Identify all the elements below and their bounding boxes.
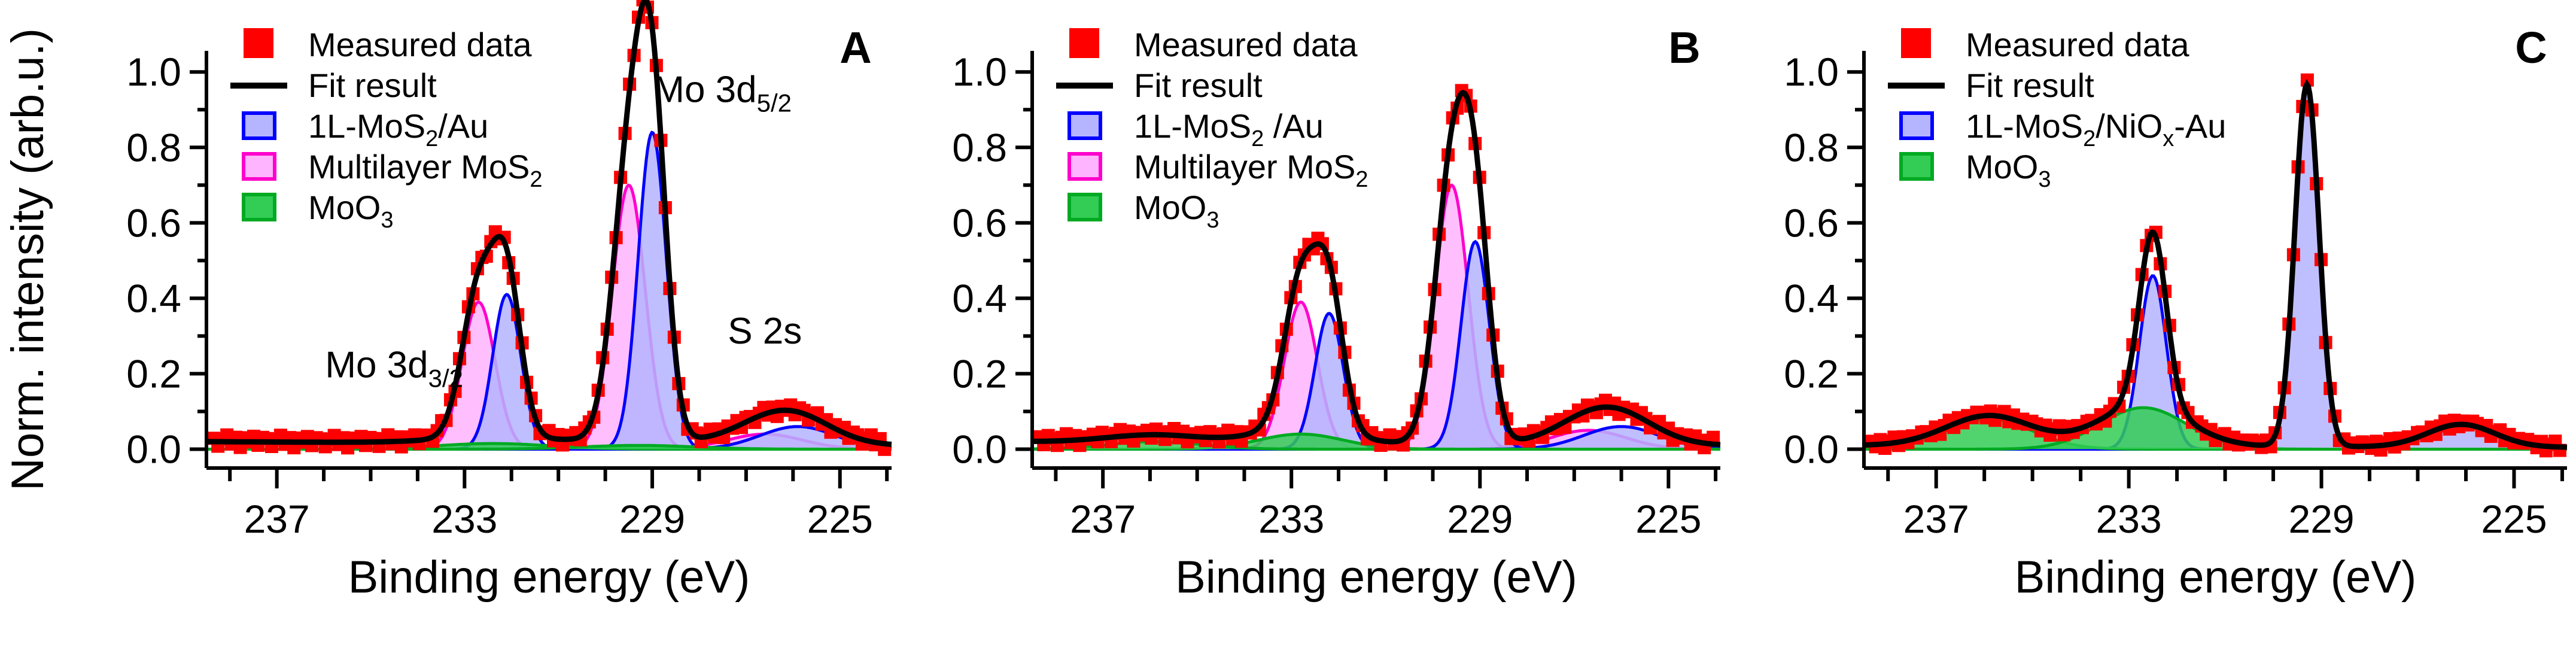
legend-label: Fit result xyxy=(1966,66,2094,104)
x-tick-label: 225 xyxy=(807,497,873,541)
legend-swatch xyxy=(242,193,276,221)
legend-label: Measured data xyxy=(1966,26,2189,63)
legend-label: 1L-MoS2 /Au xyxy=(1134,107,1324,151)
y-tick-label: 0.2 xyxy=(126,351,181,396)
x-tick-label: 225 xyxy=(2481,497,2547,541)
moo3-component-fill-2 xyxy=(1032,441,1720,449)
legend-swatch xyxy=(1069,28,1099,58)
legend-entry-measured: Measured data xyxy=(244,26,532,63)
legend-label: Multilayer MoS2 xyxy=(1134,148,1368,192)
measured-point xyxy=(2300,73,2314,87)
x-tick-label: 237 xyxy=(1070,497,1136,541)
chart-panel-a: 0.0 0.2 0.4 0.6 0.8 1.0 237 233 229 225 Binding en… xyxy=(2,0,892,603)
mono-component-fill-3 xyxy=(1032,426,1720,449)
fit-result-line xyxy=(206,0,892,447)
legend-entry-fit: Fit result xyxy=(1056,66,1263,104)
y-tick-label: 0.8 xyxy=(1784,125,1839,169)
legend-label: 1L-MoS2/NiOx-Au xyxy=(1966,107,2226,151)
legend-swatch xyxy=(1901,28,1931,58)
measured-point xyxy=(1707,430,1720,444)
panel-letter: C xyxy=(2515,23,2547,72)
legend-entry-measured: Measured data xyxy=(1901,26,2189,63)
y-tick-label: 0.6 xyxy=(1784,201,1839,245)
legend-entry-mono: 1L-MoS2/Au xyxy=(242,107,488,151)
y-tick-label: 1.0 xyxy=(952,50,1007,94)
legend-entry-fit: Fit result xyxy=(230,66,437,104)
x-axis-title: Binding energy (eV) xyxy=(348,552,750,603)
y-tick-label: 0.4 xyxy=(952,276,1007,320)
x-axis-title: Binding energy (eV) xyxy=(2015,552,2417,603)
x-axis-title: Binding energy (eV) xyxy=(1175,552,1577,603)
legend-label: MoO3 xyxy=(308,189,394,233)
legend-swatch xyxy=(1067,152,1102,181)
legend-label: MoO3 xyxy=(1134,189,1219,233)
legend-entry-mono: 1L-MoS2/NiOx-Au xyxy=(1899,107,2226,151)
x-tick-label: 233 xyxy=(1258,497,1324,541)
y-tick-label: 0.0 xyxy=(1784,427,1839,471)
legend-entry-moo3: MoO3 xyxy=(1067,189,1219,233)
y-tick-label: 1.0 xyxy=(126,50,181,94)
x-tick-label: 229 xyxy=(619,497,685,541)
x-tick-label: 237 xyxy=(1903,497,1969,541)
legend-swatch xyxy=(1067,111,1102,140)
y-tick-label: 0.8 xyxy=(952,125,1007,169)
peak-annotation: Mo 3d3/2 xyxy=(325,345,463,393)
y-tick-label: 0.0 xyxy=(126,427,181,471)
legend-label: 1L-MoS2/Au xyxy=(308,107,488,151)
legend-entry-measured: Measured data xyxy=(1069,26,1358,63)
peak-annotation: Mo 3d5/2 xyxy=(653,69,792,117)
legend-swatch xyxy=(1899,152,1934,181)
legend-label: Measured data xyxy=(1134,26,1358,63)
x-tick-label: 237 xyxy=(244,497,310,541)
legend-entry-fit: Fit result xyxy=(1888,66,2094,104)
legend-entry-multi: Multilayer MoS2 xyxy=(1067,148,1368,192)
y-tick-label: 0.2 xyxy=(952,351,1007,396)
x-tick-label: 229 xyxy=(2288,497,2354,541)
legend-swatch xyxy=(242,111,276,140)
y-tick-label: 0.6 xyxy=(952,201,1007,245)
fit-result-line xyxy=(1863,79,2568,450)
legend-label: Measured data xyxy=(308,26,532,63)
y-tick-label: 0.0 xyxy=(952,427,1007,471)
legend-entry-moo3: MoO3 xyxy=(1899,148,2051,192)
legend-label: MoO3 xyxy=(1966,148,2051,192)
y-tick-label: 0.2 xyxy=(1784,351,1839,396)
y-tick-label: 0.4 xyxy=(1784,276,1839,320)
legend-label: Multilayer MoS2 xyxy=(308,148,542,192)
moo3-component-fill-1 xyxy=(1864,419,2567,449)
legend-swatch xyxy=(1899,111,1934,140)
chart-panel-c: 0.0 0.2 0.4 0.6 0.8 1.0 237 233 229 225 Binding en… xyxy=(1784,23,2568,603)
panel-letter: B xyxy=(1668,23,1700,72)
x-tick-label: 225 xyxy=(1635,497,1701,541)
x-tick-label: 233 xyxy=(2096,497,2162,541)
legend-label: Fit result xyxy=(1134,66,1263,104)
legend-label: Fit result xyxy=(308,66,437,104)
legend-entry-multi: Multilayer MoS2 xyxy=(242,148,542,192)
panel-letter: A xyxy=(840,23,871,72)
y-tick-label: 0.4 xyxy=(126,276,181,320)
legend-entry-mono: 1L-MoS2 /Au xyxy=(1067,107,1324,151)
peak-annotation: S 2s xyxy=(728,311,802,352)
y-tick-label: 0.6 xyxy=(126,201,181,245)
x-tick-label: 229 xyxy=(1447,497,1513,541)
x-tick-label: 233 xyxy=(431,497,497,541)
legend-swatch xyxy=(1067,193,1102,221)
chart-panel-b: 0.0 0.2 0.4 0.6 0.8 1.0 237 233 229 225 Binding en… xyxy=(952,23,1721,603)
legend-entry-moo3: MoO3 xyxy=(242,189,394,233)
y-axis-title: Norm. intensity (arb.u.) xyxy=(2,28,53,491)
legend-swatch xyxy=(242,152,276,181)
y-tick-label: 1.0 xyxy=(1784,50,1839,94)
legend-swatch xyxy=(244,28,273,58)
y-tick-label: 0.8 xyxy=(126,125,181,169)
fit-result-line xyxy=(1032,89,1721,448)
